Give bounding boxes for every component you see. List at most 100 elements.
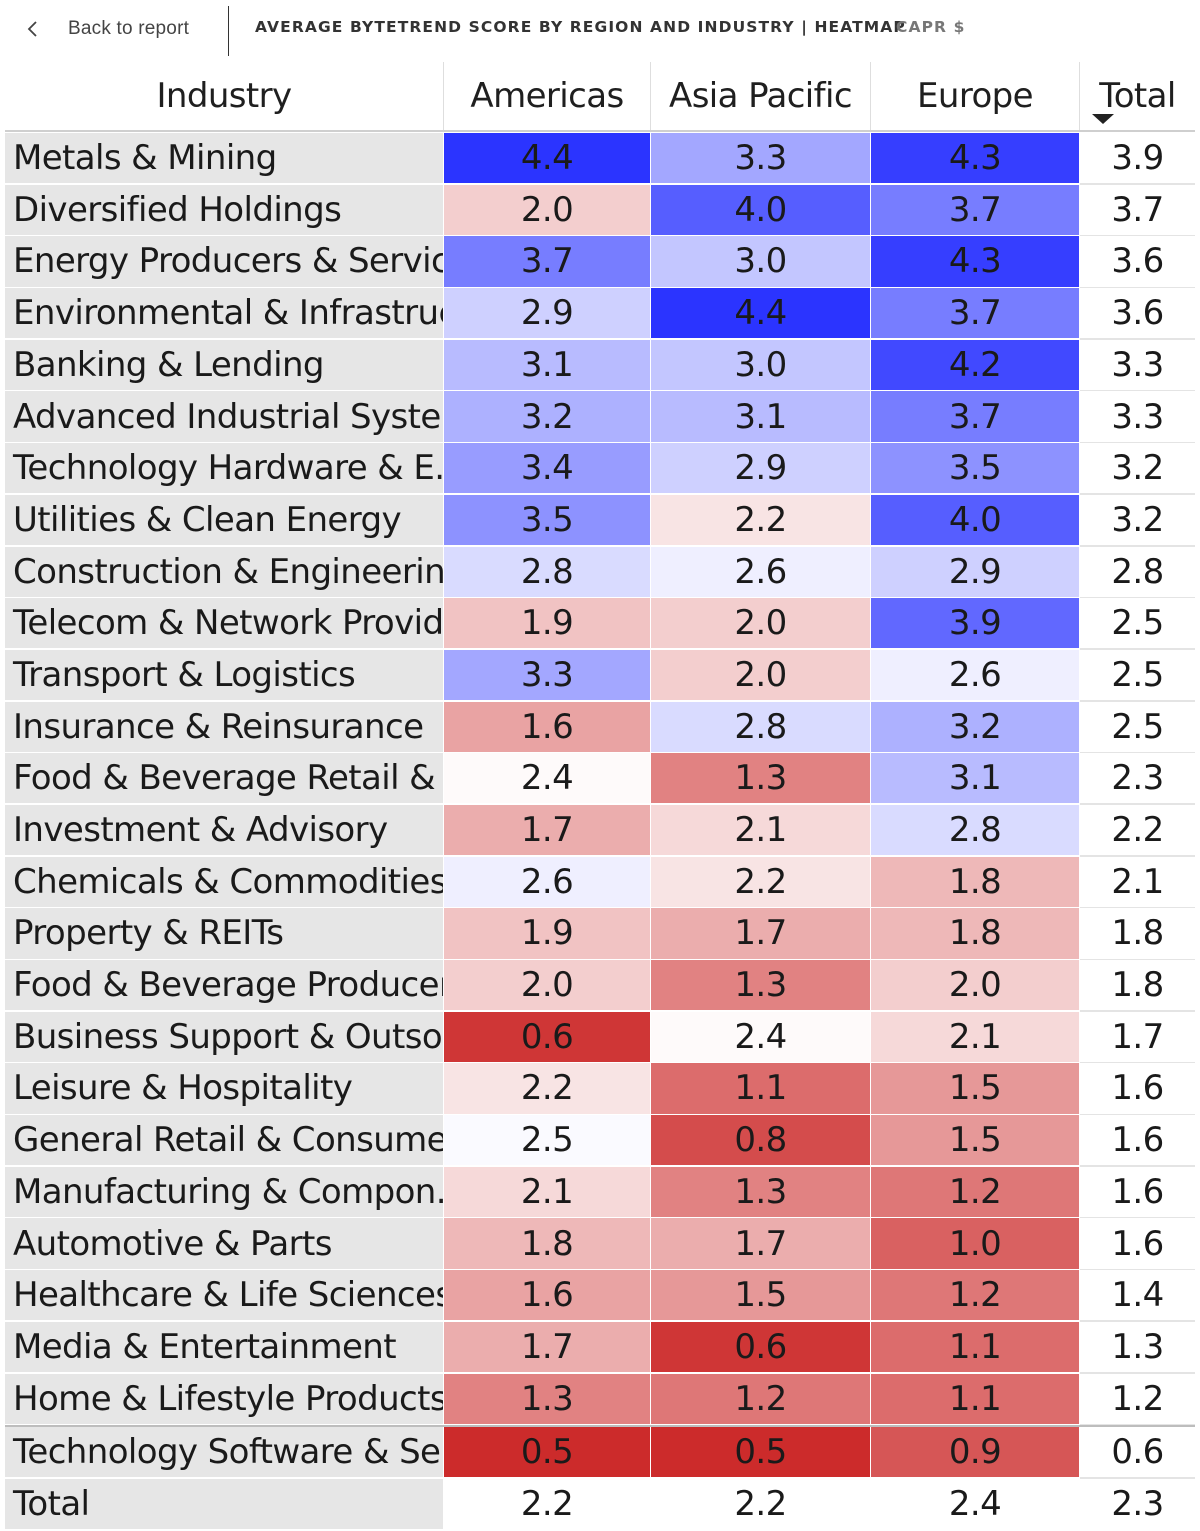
column-divider <box>443 62 444 130</box>
page-subtitle: CAPR $ <box>896 18 966 36</box>
industry-label: Food & Beverage Producers <box>5 960 443 1011</box>
table-row[interactable]: Leisure & Hospitality 2.2 1.1 1.5 1.6 <box>5 1063 1195 1116</box>
row-total-cell: 1.6 <box>1080 1063 1195 1114</box>
table-row[interactable]: Healthcare & Life Sciences 1.6 1.5 1.2 1.4 <box>5 1270 1195 1322</box>
table-row[interactable]: Chemicals & Commodities 2.6 2.2 1.8 2.1 <box>5 856 1195 909</box>
table-row[interactable]: Manufacturing & Compon... 2.1 1.3 1.2 1.6 <box>5 1166 1195 1219</box>
header-underline <box>5 130 1195 132</box>
table-row[interactable]: Transport & Logistics 3.3 2.0 2.6 2.5 <box>5 649 1195 702</box>
table-row[interactable]: Media & Entertainment 1.7 0.6 1.1 1.3 <box>5 1321 1195 1374</box>
table-row[interactable]: Automotive & Parts 1.8 1.7 1.0 1.6 <box>5 1218 1195 1271</box>
table-row[interactable]: Metals & Mining 4.4 3.3 4.3 3.9 <box>5 133 1195 185</box>
asia-pacific-score-cell: 2.1 <box>651 804 870 856</box>
americas-score-cell: 3.3 <box>444 649 650 701</box>
asia-pacific-score-cell: 4.0 <box>651 184 870 235</box>
row-divider <box>1080 286 1195 289</box>
table-row[interactable]: Utilities & Clean Energy 3.5 2.2 4.0 3.2 <box>5 494 1195 547</box>
asia-pacific-score-cell: 2.4 <box>651 1011 870 1062</box>
row-total-cell: 1.8 <box>1080 908 1195 959</box>
total-row[interactable]: Total 2.2 2.2 2.4 2.3 <box>5 1478 1195 1531</box>
row-divider <box>1080 1477 1195 1479</box>
industry-label: Utilities & Clean Energy <box>5 494 443 545</box>
asia-pacific-score-cell: 1.3 <box>651 1166 870 1217</box>
europe-score-cell: 1.1 <box>871 1373 1079 1424</box>
asia-pacific-score-cell: 2.8 <box>651 701 870 752</box>
asia-pacific-score-cell: 2.0 <box>651 649 870 701</box>
europe-score-cell: 3.7 <box>871 391 1079 442</box>
asia-pacific-score-cell: 1.3 <box>651 753 870 804</box>
asia-pacific-score-cell: 4.4 <box>651 288 870 339</box>
americas-score-cell: 2.0 <box>444 184 650 235</box>
row-divider <box>1080 1010 1195 1012</box>
industry-label: General Retail & Consume... <box>5 1115 443 1166</box>
europe-score-cell: 3.5 <box>871 443 1079 494</box>
asia-pacific-score-cell: 0.6 <box>651 1321 870 1372</box>
americas-score-cell: 3.2 <box>444 391 650 442</box>
table-row[interactable]: Food & Beverage Producers 2.0 1.3 2.0 1.8 <box>5 960 1195 1012</box>
europe-score-cell: 2.9 <box>871 546 1079 597</box>
row-total-cell: 3.3 <box>1080 391 1195 442</box>
row-divider <box>1080 751 1195 754</box>
europe-score-cell: 3.2 <box>871 701 1079 752</box>
europe-score-cell: 2.8 <box>871 804 1079 856</box>
table-row[interactable]: Home & Lifestyle Products 1.3 1.2 1.1 1.2 <box>5 1373 1195 1426</box>
column-header-industry[interactable]: Industry <box>156 76 292 116</box>
europe-score-cell: 4.0 <box>871 494 1079 545</box>
table-row[interactable]: Diversified Holdings 2.0 4.0 3.7 3.7 <box>5 184 1195 237</box>
europe-score-cell: 1.2 <box>871 1166 1079 1217</box>
table-row[interactable]: Insurance & Reinsurance 1.6 2.8 3.2 2.5 <box>5 701 1195 754</box>
row-divider <box>1080 1320 1195 1322</box>
report-header: Back to report AVERAGE BYTETREND SCORE B… <box>0 0 1200 58</box>
heatmap-table-body: Metals & Mining 4.4 3.3 4.3 3.9 Diversified H… <box>5 133 1195 1531</box>
table-row[interactable]: General Retail & Consume... 2.5 0.8 1.5 1.6 <box>5 1115 1195 1167</box>
row-total-cell: 3.2 <box>1080 494 1195 545</box>
asia-pacific-score-cell: 3.0 <box>651 236 870 287</box>
americas-score-cell: 1.9 <box>444 598 650 649</box>
row-total-cell: 2.8 <box>1080 546 1195 597</box>
back-to-report-button[interactable]: Back to report <box>22 14 189 44</box>
table-row[interactable]: Property & REITs 1.9 1.7 1.8 1.8 <box>5 908 1195 960</box>
row-total-cell: 1.6 <box>1080 1115 1195 1166</box>
column-header-americas[interactable]: Americas <box>470 76 624 116</box>
table-row[interactable]: Energy Producers & Servic... 3.7 3.0 4.3 3.6 <box>5 236 1195 289</box>
americas-score-cell: 1.3 <box>444 1373 650 1424</box>
table-row[interactable]: Advanced Industrial Systems 3.2 3.1 3.7 3.3 <box>5 391 1195 444</box>
row-total-cell: 1.4 <box>1080 1270 1195 1321</box>
table-row[interactable]: Business Support & Outso... 0.6 2.4 2.1 1.7 <box>5 1011 1195 1064</box>
table-row[interactable]: Technology Software & Se... 0.5 0.5 0.9 0.6 <box>5 1425 1195 1479</box>
row-total-cell: 3.6 <box>1080 288 1195 339</box>
row-total-cell: 1.6 <box>1080 1218 1195 1269</box>
table-row[interactable]: Technology Hardware & E... 3.4 2.9 3.5 3.2 <box>5 443 1195 495</box>
table-row[interactable]: Investment & Advisory 1.7 2.1 2.8 2.2 <box>5 804 1195 857</box>
column-header-asia-pacific[interactable]: Asia Pacific <box>669 76 853 116</box>
industry-label: Diversified Holdings <box>5 184 443 235</box>
column-header-europe[interactable]: Europe <box>917 76 1034 116</box>
europe-score-cell: 3.7 <box>871 288 1079 339</box>
americas-score-cell: 0.6 <box>444 1011 650 1062</box>
industry-label: Leisure & Hospitality <box>5 1063 443 1114</box>
row-divider <box>1080 441 1195 444</box>
row-divider <box>1080 338 1195 340</box>
table-row[interactable]: Telecom & Network Provid... 1.9 2.0 3.9 2.5 <box>5 598 1195 650</box>
column-header-total[interactable]: Total <box>1099 76 1176 116</box>
americas-score-cell: 3.4 <box>444 443 650 494</box>
asia-pacific-score-cell: 3.3 <box>651 133 870 184</box>
row-divider <box>1080 1061 1195 1064</box>
americas-score-cell: 1.7 <box>444 804 650 856</box>
asia-pacific-score-cell: 1.2 <box>651 1373 870 1424</box>
row-total-cell: 3.9 <box>1080 133 1195 184</box>
europe-score-cell: 2.1 <box>871 1011 1079 1062</box>
industry-label: Chemicals & Commodities <box>5 856 443 907</box>
industry-label: Media & Entertainment <box>5 1321 443 1372</box>
europe-score-cell: 1.1 <box>871 1321 1079 1372</box>
table-row[interactable]: Environmental & Infrastruc... 2.9 4.4 3.7 3.… <box>5 288 1195 340</box>
chevron-left-icon <box>27 21 37 37</box>
row-total-cell: 2.2 <box>1080 804 1195 856</box>
europe-score-cell: 1.5 <box>871 1115 1079 1166</box>
asia-pacific-score-cell: 1.7 <box>651 1218 870 1269</box>
table-row[interactable]: Food & Beverage Retail & ... 2.4 1.3 3.1 2.3 <box>5 753 1195 805</box>
table-row[interactable]: Banking & Lending 3.1 3.0 4.2 3.3 <box>5 339 1195 392</box>
header-divider <box>228 6 229 56</box>
table-row[interactable]: Construction & Engineering 2.8 2.6 2.9 2.8 <box>5 546 1195 599</box>
row-divider <box>1080 1423 1195 1426</box>
